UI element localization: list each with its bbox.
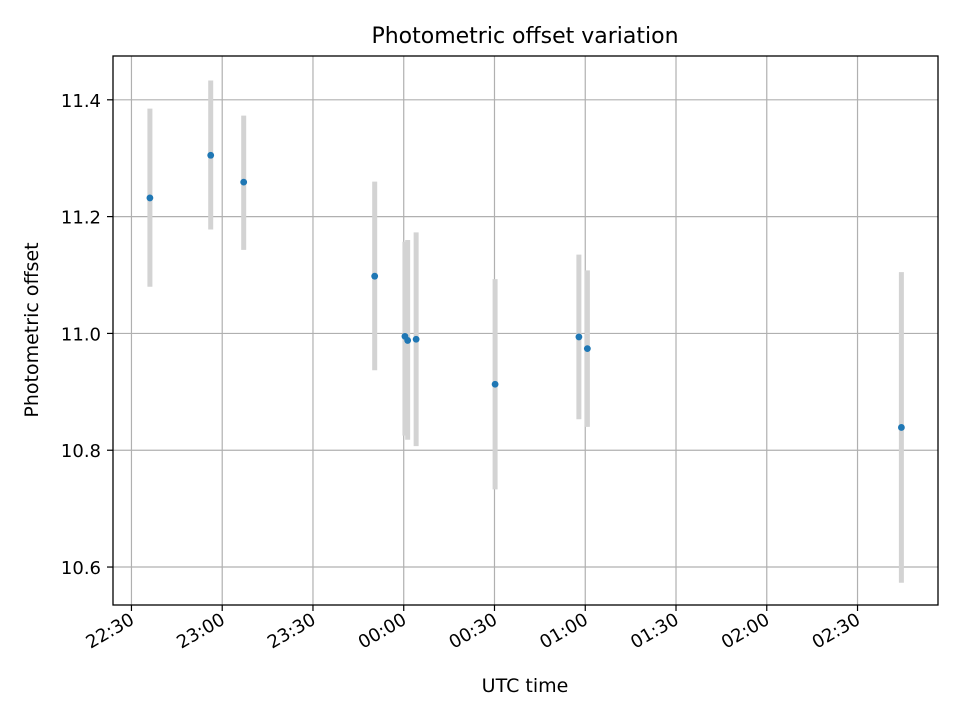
y-tick-label: 11.2 [61, 208, 101, 229]
y-axis-label: Photometric offset [21, 242, 43, 417]
data-point [575, 333, 583, 341]
data-point [491, 380, 499, 388]
y-tick-label: 11.0 [61, 324, 101, 345]
data-point [146, 194, 154, 202]
data-points [146, 151, 905, 431]
y-tick-label: 11.4 [61, 91, 101, 112]
y-tick-label: 10.8 [61, 441, 101, 462]
plot-frame [112, 55, 939, 606]
data-point [897, 424, 905, 431]
chart-title: Photometric offset variation [371, 24, 678, 49]
data-point [207, 151, 215, 159]
data-point [240, 178, 248, 186]
data-point [583, 345, 591, 353]
data-point [404, 337, 412, 344]
y-axis-ticks: 10.6 10.8 11.0 11.2 11.4 [61, 91, 113, 579]
y-tick-label: 10.6 [61, 558, 101, 579]
data-point [412, 335, 420, 343]
data-point [371, 272, 379, 280]
x-axis-label: UTC time [482, 675, 569, 697]
